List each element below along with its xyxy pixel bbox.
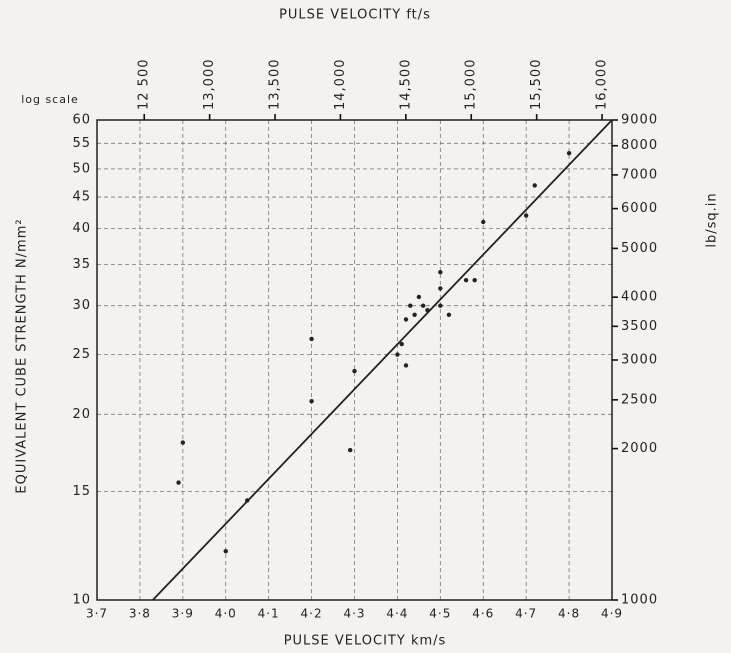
x-tick-label: 4·4 <box>386 607 408 621</box>
x-axis-title: PULSE VELOCITY km/s <box>284 634 447 649</box>
x-tick-label: 4·1 <box>258 607 280 621</box>
y2-tick-label: 7000 <box>621 167 658 182</box>
y-tick-label: 60 <box>72 113 91 128</box>
y-tick-label: 25 <box>72 347 91 362</box>
data-point <box>352 368 357 374</box>
y2-tick-label: 1000 <box>621 593 658 608</box>
data-point <box>309 399 314 404</box>
data-point <box>403 363 409 368</box>
x-tick-label: 3·7 <box>86 607 108 621</box>
top-axis-title: PULSE VELOCITY ft/s <box>279 8 431 23</box>
log-scale-note: log scale <box>21 93 79 106</box>
data-point <box>472 277 477 283</box>
y2-tick-label: 2500 <box>621 392 658 407</box>
data-point <box>180 440 186 445</box>
y-tick-label: 40 <box>72 221 91 236</box>
y-tick-label: 45 <box>72 190 91 205</box>
y2-tick-label: 2000 <box>621 441 658 456</box>
y2-tick-label: 9000 <box>621 113 658 128</box>
top-tick-label: 13,500 <box>268 59 283 111</box>
y2-tick-label: 3000 <box>621 353 658 368</box>
x-tick-label: 4·7 <box>515 607 537 621</box>
top-tick-label: 14,500 <box>398 59 413 111</box>
data-point <box>416 294 422 300</box>
data-point <box>532 183 537 188</box>
y-tick-label: 50 <box>72 161 91 176</box>
data-point <box>223 548 228 554</box>
data-point <box>176 480 181 485</box>
top-tick-label: 14,000 <box>333 59 348 111</box>
x-tick-label: 3·9 <box>172 607 194 621</box>
y-tick-label: 20 <box>72 407 91 422</box>
y2-axis-title: lb/sq.in <box>705 192 720 247</box>
y2-tick-label: 8000 <box>621 138 658 153</box>
data-point <box>446 312 452 317</box>
x-tick-label: 4·9 <box>601 607 623 621</box>
fit-line <box>152 119 613 601</box>
x-tick-label: 4·8 <box>558 607 580 621</box>
data-point <box>399 341 404 347</box>
x-tick-label: 4·6 <box>472 607 494 621</box>
y-tick-label: 55 <box>72 136 91 151</box>
y-axis-title: EQUIVALENT CUBE STRENGTH N/mm² <box>15 218 30 493</box>
y-tick-label: 35 <box>72 257 91 272</box>
x-tick-label: 4·5 <box>429 607 451 621</box>
data-point <box>438 269 443 275</box>
top-tick-label: 16,000 <box>595 59 610 111</box>
top-tick-label: 15,500 <box>529 59 544 111</box>
y-tick-label: 15 <box>72 484 91 499</box>
data-point <box>403 317 409 322</box>
y2-tick-label: 3500 <box>621 319 658 334</box>
data-point <box>420 303 426 308</box>
data-point <box>408 303 413 308</box>
y2-tick-label: 4000 <box>621 290 658 305</box>
y2-tick-label: 6000 <box>621 201 658 216</box>
x-tick-label: 4·0 <box>215 607 237 621</box>
data-point <box>566 151 572 156</box>
y-tick-label: 30 <box>72 298 91 313</box>
data-point <box>523 213 529 218</box>
data-point <box>481 219 486 225</box>
y-tick-label: 10 <box>72 593 91 608</box>
data-point <box>438 286 443 291</box>
top-tick-label: 12 500 <box>137 59 152 111</box>
plot-frame <box>96 119 613 601</box>
data-point <box>348 447 353 453</box>
data-point <box>463 277 469 283</box>
data-point <box>438 303 443 308</box>
x-tick-label: 4·3 <box>343 607 365 621</box>
x-tick-label: 4·2 <box>301 607 323 621</box>
top-tick-label: 13,000 <box>202 59 217 110</box>
x-tick-label: 3·8 <box>129 607 151 621</box>
data-point <box>395 352 400 357</box>
top-tick-label: 15,000 <box>464 59 479 111</box>
data-point <box>309 336 314 342</box>
data-point <box>412 312 417 317</box>
y2-tick-label: 5000 <box>621 241 658 256</box>
